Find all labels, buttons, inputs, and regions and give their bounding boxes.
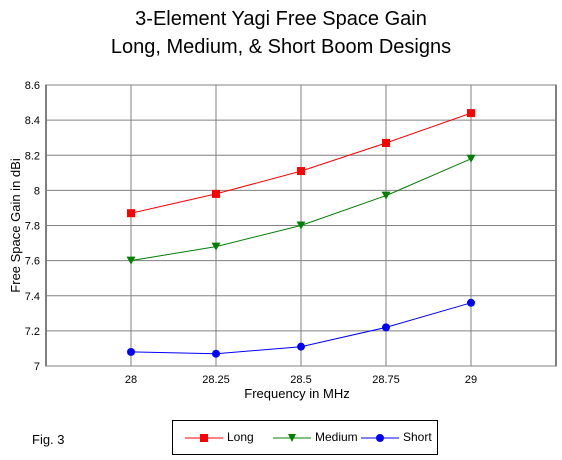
data-point-short	[297, 342, 305, 351]
y-tick-label: 7	[34, 361, 40, 373]
data-point-short	[467, 298, 475, 307]
y-tick-label: 8	[34, 185, 40, 197]
chart-title: 3-Element Yagi Free Space Gain	[135, 8, 427, 30]
data-point-medium	[466, 154, 476, 163]
data-point-short	[127, 347, 135, 356]
x-tick-label: 28.5	[290, 374, 311, 386]
data-point-short	[212, 349, 220, 358]
data-point-long	[127, 209, 135, 218]
data-point-long	[297, 167, 305, 176]
y-tick-label: 8.2	[25, 150, 40, 162]
x-tick-label: 28.75	[372, 374, 400, 386]
legend-marker-medium	[273, 434, 311, 442]
y-tick-label: 7.4	[25, 291, 40, 303]
data-point-medium	[381, 191, 391, 200]
x-axis-label: Frequency in MHz	[244, 386, 349, 401]
y-tick-label: 7.6	[25, 256, 40, 268]
chart-subtitle: Long, Medium, & Short Boom Designs	[110, 36, 452, 58]
data-point-long	[382, 138, 390, 147]
figure-label: Fig. 3	[32, 432, 65, 447]
legend: Long Medium Short	[172, 420, 438, 455]
x-tick-label: 29	[465, 374, 477, 386]
y-tick-label: 8.6	[25, 80, 40, 92]
y-axis-label: Free Space Gain in dBi	[8, 158, 23, 293]
data-point-medium	[296, 221, 306, 230]
y-tick-label: 7.2	[25, 326, 40, 338]
x-tick-label: 28	[125, 374, 137, 386]
legend-marker-short	[361, 434, 399, 442]
legend-label-medium: Medium	[315, 430, 358, 444]
y-tick-label: 7.8	[25, 221, 40, 233]
data-point-long	[212, 189, 220, 198]
legend-label-short: Short	[403, 430, 432, 444]
legend-marker-long	[185, 434, 223, 442]
legend-label-long: Long	[227, 430, 254, 444]
data-point-medium	[211, 242, 221, 251]
data-point-short	[382, 323, 390, 332]
data-point-long	[467, 109, 475, 118]
y-tick-label: 8.4	[25, 115, 40, 127]
data-point-medium	[126, 256, 136, 265]
x-tick-label: 28.25	[202, 374, 230, 386]
